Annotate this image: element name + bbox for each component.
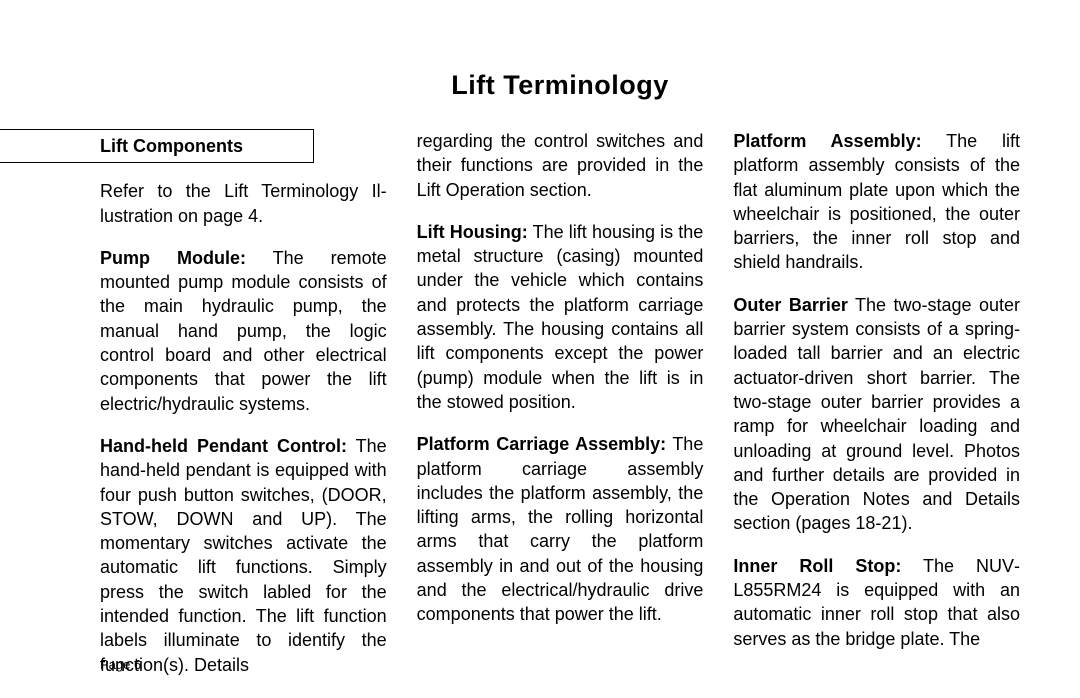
body-text: Lift Housing: The lift housing is the me… (417, 220, 704, 414)
body-text: Pump Module: The remote mounted pump mod… (100, 246, 387, 416)
body-text-content: The remote mounted pump module consists … (100, 248, 387, 414)
body-text: Platform Carriage Assembly: The platform… (417, 432, 704, 626)
body-text-content: regarding the control switches and their… (417, 131, 704, 200)
term-label: Outer Barrier (733, 295, 848, 315)
body-text-content: The lift platform assembly consists of t… (733, 131, 1020, 272)
columns-container: Lift Components Refer to the Lift Termin… (100, 129, 1020, 695)
term-label: Platform Carriage Assembly: (417, 434, 666, 454)
column-3: Platform Assembly: The lift platform ass… (733, 129, 1020, 695)
term-label: Pump Module: (100, 248, 246, 268)
body-text: regarding the control switches and their… (417, 129, 704, 202)
body-text-content: The hand-held pendant is equipped with f… (100, 436, 387, 675)
column-1: Lift Components Refer to the Lift Termin… (100, 129, 387, 695)
page-title: Lift Terminology (100, 70, 1020, 101)
body-text: Refer to the Lift Terminology Il­lustrat… (100, 179, 387, 228)
document-page: Lift Terminology Lift Components Refer t… (0, 0, 1080, 698)
section-header: Lift Components (0, 129, 314, 163)
column-2: regarding the control switches and their… (417, 129, 704, 695)
body-text: Outer Barrier The two-stage outer barrie… (733, 293, 1020, 536)
body-text-content: Refer to the Lift Terminology Il­lustrat… (100, 181, 387, 225)
term-label: Lift Housing: (417, 222, 528, 242)
term-label: Hand-held Pendant Con­trol: (100, 436, 347, 456)
body-text: Platform Assembly: The lift platform ass… (733, 129, 1020, 275)
term-label: Inner Roll Stop: (733, 556, 901, 576)
page-number: Page 6 (100, 657, 141, 672)
body-text-content: The platform carriage assembly includes … (417, 434, 704, 624)
body-text: Inner Roll Stop: The NUV­L855RM24 is equ… (733, 554, 1020, 651)
body-text-content: The lift housing is the metal structure … (417, 222, 704, 412)
body-text: Hand-held Pendant Con­trol: The hand-hel… (100, 434, 387, 677)
body-text-content: The two-stage outer barrier system consi… (733, 295, 1020, 534)
term-label: Platform Assembly: (733, 131, 921, 151)
